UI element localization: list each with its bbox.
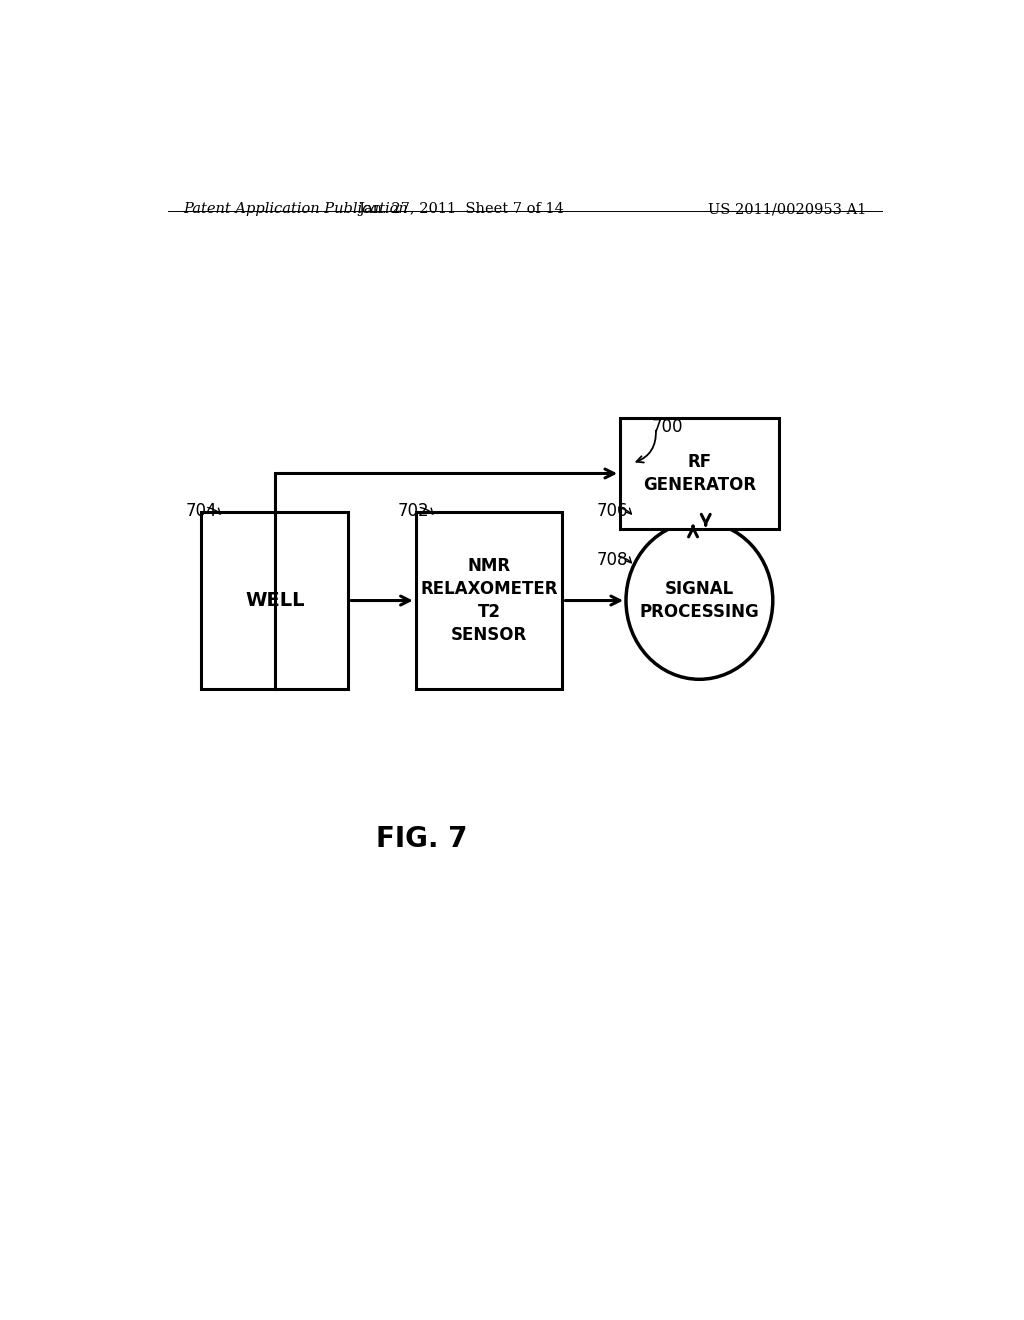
Text: US 2011/0020953 A1: US 2011/0020953 A1 xyxy=(708,202,866,216)
Text: 706: 706 xyxy=(596,502,628,520)
Text: RF
GENERATOR: RF GENERATOR xyxy=(643,453,756,494)
Text: Jan. 27, 2011  Sheet 7 of 14: Jan. 27, 2011 Sheet 7 of 14 xyxy=(358,202,564,216)
Bar xyxy=(202,512,348,689)
Text: 704: 704 xyxy=(185,502,217,520)
Text: 708: 708 xyxy=(596,550,628,569)
Text: Patent Application Publication: Patent Application Publication xyxy=(183,202,409,216)
Ellipse shape xyxy=(626,521,773,680)
Bar xyxy=(416,512,562,689)
Text: SIGNAL
PROCESSING: SIGNAL PROCESSING xyxy=(640,579,759,620)
Text: WELL: WELL xyxy=(245,591,304,610)
Text: 700: 700 xyxy=(652,417,683,436)
Text: 702: 702 xyxy=(397,502,429,520)
Text: NMR
RELAXOMETER
T2
SENSOR: NMR RELAXOMETER T2 SENSOR xyxy=(420,557,558,644)
Text: FIG. 7: FIG. 7 xyxy=(376,825,467,854)
Bar xyxy=(620,417,778,529)
